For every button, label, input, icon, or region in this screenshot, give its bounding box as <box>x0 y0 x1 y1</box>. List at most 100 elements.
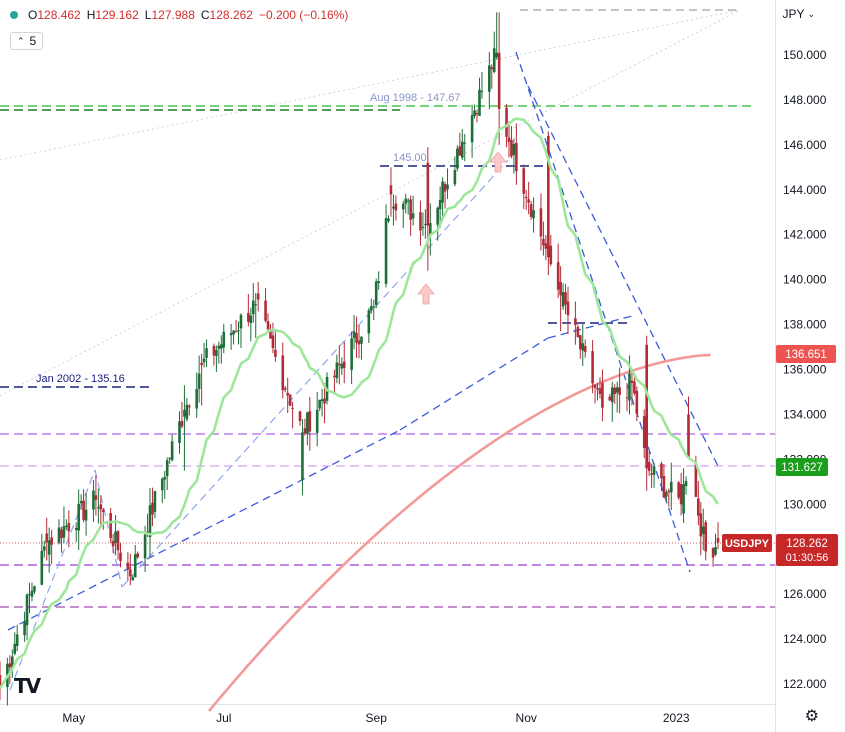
candle-body <box>8 663 12 668</box>
candle-body <box>660 463 663 479</box>
candle-body <box>576 327 580 338</box>
candlesticks <box>0 12 720 706</box>
candle-body <box>185 404 189 420</box>
y-tick-label: 142.000 <box>783 228 827 242</box>
candle-body <box>256 293 260 300</box>
candle-body <box>229 333 233 336</box>
level-145-annotation: 145.00 <box>393 152 427 164</box>
candle-body <box>119 552 122 561</box>
candle-body <box>635 390 639 415</box>
x-tick-label: Jul <box>216 711 231 725</box>
candle-body <box>372 306 376 308</box>
candle-body <box>510 140 513 157</box>
candle-body <box>647 461 651 471</box>
candle-body <box>505 107 508 137</box>
candle-body <box>436 207 439 225</box>
candle-body <box>352 331 356 338</box>
candle-body <box>662 476 666 498</box>
y-tick-label: 136.000 <box>783 363 827 377</box>
candle-body <box>608 396 612 401</box>
candle-body <box>30 590 34 597</box>
trend-line-lower-long <box>7 429 401 631</box>
candle-body <box>357 340 361 345</box>
candle-body <box>497 52 501 109</box>
candle-body <box>539 208 543 237</box>
candle-body <box>650 473 653 475</box>
candle-body <box>200 362 203 366</box>
candle-body <box>165 460 169 477</box>
candle-body <box>566 301 570 316</box>
candle-body <box>239 314 243 329</box>
candle-body <box>463 142 467 144</box>
candle-body <box>153 491 157 512</box>
candle-body <box>288 394 292 406</box>
candle-body <box>699 513 703 537</box>
candle-body <box>591 351 594 384</box>
candle-body <box>40 550 44 585</box>
candle-body <box>561 292 565 307</box>
symbol-tag: USDJPY <box>722 534 772 552</box>
candle-body <box>23 622 26 636</box>
candle-body <box>217 345 221 349</box>
candle-body <box>601 382 604 408</box>
candle-body <box>625 397 629 399</box>
currency-label-text: JPY <box>782 7 805 21</box>
candle-body <box>160 478 164 491</box>
candle-body <box>355 332 358 343</box>
countdown-text: 01:30:56 <box>786 552 829 564</box>
slow-ma-path <box>207 353 711 712</box>
candle-body <box>480 91 484 93</box>
last-price-tag: 128.262 01:30:56 <box>776 534 838 566</box>
candle-body <box>426 162 430 226</box>
candle-body <box>665 492 668 497</box>
last-price-text: 128.262 <box>786 538 828 550</box>
candle-body <box>237 330 240 332</box>
candle-body <box>180 421 184 427</box>
candle-body <box>542 238 545 246</box>
candle-body <box>28 594 31 596</box>
candle-body <box>342 361 346 368</box>
candle-body <box>247 312 250 322</box>
ma20-price-tag-text: 131.627 <box>781 462 823 474</box>
candle-body <box>687 414 690 458</box>
candle-body <box>409 199 412 220</box>
candle-body <box>205 348 208 358</box>
candle-body <box>291 407 294 409</box>
candle-body <box>389 185 393 195</box>
candle-body <box>579 335 582 350</box>
price-axis-ticks: 150.000 148.000 146.000 144.000 142.000 140.0… <box>783 48 827 691</box>
candle-body <box>131 577 135 581</box>
y-tick-label: 144.000 <box>783 183 827 197</box>
y-tick-label: 126.000 <box>783 587 827 601</box>
aug-1998-annotation: Aug 1998 - 147.67 <box>370 92 461 104</box>
candle-body <box>652 466 656 475</box>
time-axis-ticks: May Jul Sep Nov 2023 <box>62 711 689 725</box>
candle-body <box>522 168 526 194</box>
symbol-tag-text: USDJPY <box>725 538 770 550</box>
currency-selector[interactable]: JPY ⌄ <box>782 7 815 21</box>
candle-body <box>116 531 120 551</box>
gear-icon[interactable]: ⚙ <box>804 708 819 725</box>
candle-body <box>421 226 425 228</box>
candle-body <box>254 304 258 306</box>
indicator-toggle-button[interactable]: ⌃ 5 <box>10 32 44 50</box>
candle-body <box>143 534 147 559</box>
candle-body <box>404 198 408 204</box>
candle-body <box>50 537 53 545</box>
candle-body <box>527 199 530 203</box>
y-tick-label: 146.000 <box>783 138 827 152</box>
candle-body <box>47 540 51 555</box>
candle-body <box>394 203 398 211</box>
ohlc-change: −0.200 (−0.16%) <box>258 8 349 22</box>
candle-body <box>401 203 405 210</box>
candle-body <box>67 522 71 532</box>
candle-body <box>633 381 636 394</box>
symbol-status-dot <box>10 11 18 19</box>
candle-body <box>126 562 130 570</box>
candle-body <box>168 457 171 459</box>
candle-body <box>598 388 602 394</box>
candle-body <box>473 110 476 117</box>
candle-body <box>222 331 226 348</box>
